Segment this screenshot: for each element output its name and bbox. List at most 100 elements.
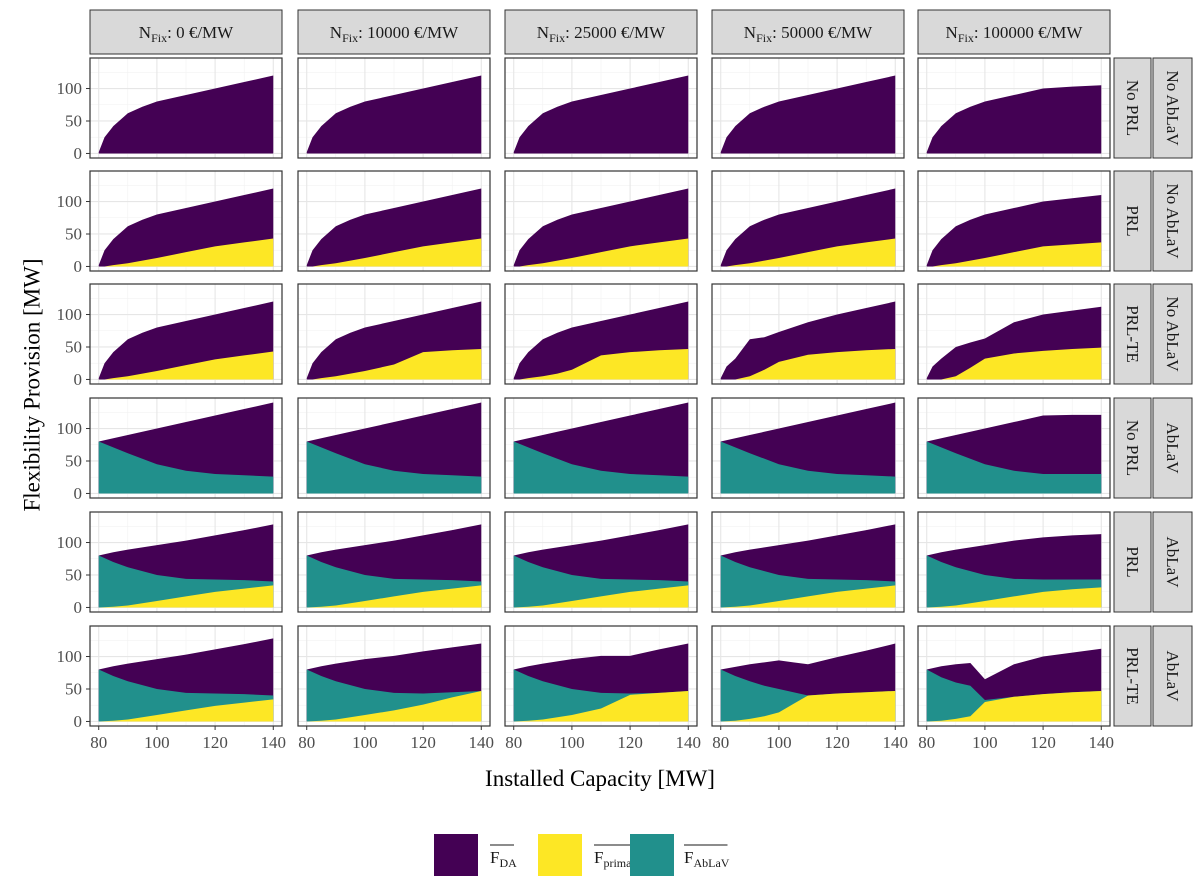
column-strip-1 (297, 9, 491, 55)
x-tick-label: 140 (676, 733, 702, 752)
panel-r1-c1 (297, 170, 491, 272)
x-tick-label: 120 (1030, 733, 1056, 752)
area-fprimary-r5-c1 (306, 690, 482, 722)
area-fprimary-r1-c1 (306, 238, 482, 267)
row-strip-label-a-5: PRL-TE (1123, 647, 1142, 705)
column-strip-label-1: NFix: 10000 €/MW (330, 23, 459, 45)
row-strip-label-b-3: AbLaV (1163, 423, 1182, 475)
x-tick-label: 100 (559, 733, 585, 752)
y-tick-label: 100 (57, 419, 83, 438)
row-strip-label-a-0: No PRL (1123, 80, 1142, 136)
panel-r2-c1 (297, 283, 491, 385)
panel-r5-c4: 80 100 120 140 (917, 625, 1114, 752)
x-tick-label: 80 (298, 733, 315, 752)
x-tick-label: 120 (202, 733, 228, 752)
y-tick-label: 0 (74, 257, 83, 276)
row-strip-label-a-3: No PRL (1123, 420, 1142, 476)
y-tick-label: 0 (74, 484, 83, 503)
legend: FDA Fprimary FAbLaV (434, 834, 730, 876)
panel-r3-c0: 0 50 100 (57, 397, 283, 503)
x-tick-label: 80 (505, 733, 522, 752)
panel-r3-c4 (917, 397, 1111, 499)
panel-r3-c1 (297, 397, 491, 499)
row-strip-label-a-1: PRL (1123, 205, 1142, 236)
y-tick-label: 50 (65, 337, 82, 356)
panel-r4-c4 (917, 511, 1111, 613)
row-strip-label-b-0: No AbLaV (1163, 70, 1182, 146)
area-fprimary-r1-c0 (98, 238, 274, 267)
column-strip-label-3: NFix: 50000 €/MW (744, 23, 873, 45)
row-strip-label-a-2: PRL-TE (1123, 305, 1142, 363)
row-strip-label-b-5: AbLaV (1163, 651, 1182, 703)
area-fprimary-r4-c0 (98, 585, 274, 608)
x-tick-label: 80 (90, 733, 107, 752)
panel-r1-c3 (711, 170, 905, 272)
column-strip-0 (89, 9, 283, 55)
y-tick-label: 100 (57, 192, 83, 211)
panel-r2-c2 (504, 283, 698, 385)
y-tick-label: 50 (65, 224, 82, 243)
legend-swatch-0 (434, 834, 478, 876)
row-strip-a-1 (1113, 170, 1152, 272)
y-tick-label: 50 (65, 679, 82, 698)
panel-r0-c1 (297, 57, 491, 159)
area-fda-r0-c2 (513, 75, 689, 154)
column-strip-label-4: NFix: 100000 €/MW (946, 23, 1084, 45)
y-tick-label: 50 (65, 111, 82, 130)
panel-r4-c3 (711, 511, 905, 613)
panel-r1-c4 (917, 170, 1111, 272)
panel-r5-c1: 80 100 120 140 (297, 625, 495, 752)
row-strip-b-1 (1152, 170, 1193, 272)
area-fprimary-r2-c0 (98, 351, 274, 380)
panel-r5-c0: 0 50 100 80 100 120 140 (57, 625, 286, 752)
area-fprimary-r5-c3 (720, 690, 896, 722)
area-fprimary-r5-c2 (513, 690, 689, 722)
x-tick-label: 120 (617, 733, 643, 752)
y-tick-label: 50 (65, 451, 82, 470)
y-axis-title: Flexibility Provision [MW] (20, 259, 45, 512)
panel-r4-c0: 0 50 100 (57, 511, 283, 617)
y-tick-label: 0 (74, 370, 83, 389)
y-tick-label: 100 (57, 533, 83, 552)
area-fda-r0-c3 (720, 75, 896, 154)
x-tick-label: 140 (883, 733, 909, 752)
panel-r2-c4 (917, 283, 1111, 385)
row-strip-label-b-1: No AbLaV (1163, 183, 1182, 259)
area-fprimary-r5-c4 (926, 690, 1102, 722)
panel-r0-c3 (711, 57, 905, 159)
legend-swatch-1 (538, 834, 582, 876)
column-strip-2 (504, 9, 698, 55)
area-fprimary-r4-c2 (513, 585, 689, 608)
panel-r4-c2 (504, 511, 698, 613)
x-tick-label: 100 (972, 733, 998, 752)
panel-r3-c3 (711, 397, 905, 499)
y-tick-label: 0 (74, 712, 83, 731)
area-fablav-r3-c4 (926, 441, 1102, 494)
column-strip-4 (917, 9, 1111, 55)
area-fprimary-r2-c3 (720, 348, 896, 380)
x-tick-label: 120 (410, 733, 436, 752)
column-strip-label-2: NFix: 25000 €/MW (537, 23, 666, 45)
x-tick-label: 80 (712, 733, 729, 752)
panel-r5-c2: 80 100 120 140 (504, 625, 702, 752)
area-fprimary-r2-c1 (306, 348, 482, 380)
area-fprimary-r4-c3 (720, 585, 896, 608)
row-strip-a-4 (1113, 511, 1152, 613)
panel-r2-c3 (711, 283, 905, 385)
area-fprimary-r2-c4 (926, 347, 1102, 380)
x-tick-label: 100 (144, 733, 170, 752)
area-fprimary-r1-c2 (513, 238, 689, 267)
area-fprimary-r4-c1 (306, 585, 482, 608)
panel-r2-c0: 0 50 100 (57, 283, 283, 389)
legend-label-0: FDA (490, 848, 517, 870)
area-fprimary-r4-c4 (926, 587, 1102, 608)
y-tick-label: 50 (65, 565, 82, 584)
area-fprimary-r5-c0 (98, 699, 274, 722)
x-tick-label: 100 (352, 733, 378, 752)
x-tick-label: 140 (469, 733, 495, 752)
y-tick-label: 0 (74, 598, 83, 617)
row-strip-a-0 (1113, 57, 1152, 159)
row-strip-b-0 (1152, 57, 1193, 159)
area-fprimary-r2-c2 (513, 348, 689, 380)
